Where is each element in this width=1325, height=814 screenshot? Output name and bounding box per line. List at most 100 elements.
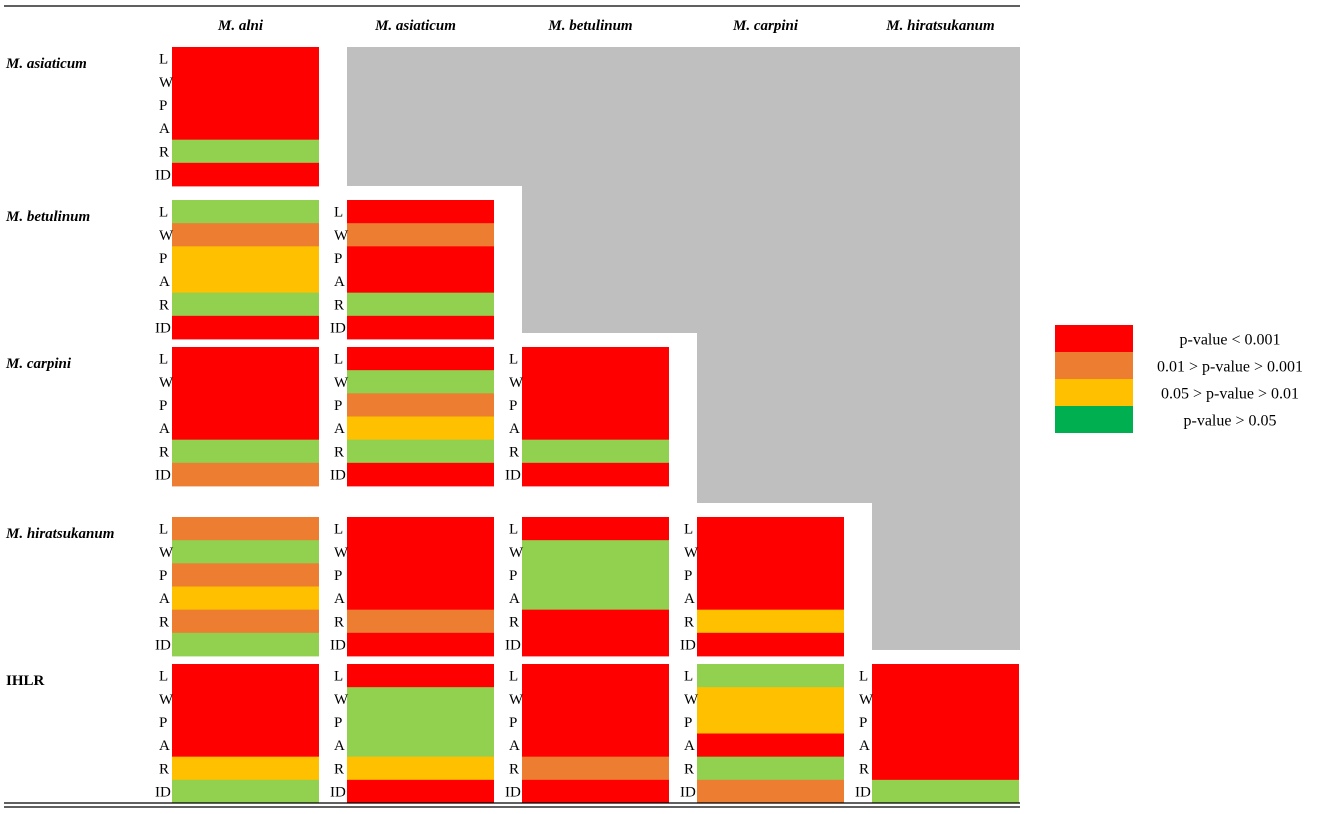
trait-label-p: P xyxy=(159,251,167,267)
cell-m-hiratsukanum-vs-m-asiaticum-p xyxy=(347,563,494,587)
trait-label-l: L xyxy=(159,205,168,221)
cell-m-hiratsukanum-vs-m-alni-l xyxy=(172,517,319,541)
trait-label-id: ID xyxy=(330,320,346,336)
trait-label-r: R xyxy=(159,614,169,630)
cell-m-carpini-vs-m-betulinum-id xyxy=(522,462,669,487)
trait-label-id: ID xyxy=(505,637,521,653)
cell-m-carpini-vs-m-alni-l xyxy=(172,347,319,371)
trait-label-id: ID xyxy=(505,784,521,800)
trait-label-l: L xyxy=(334,352,343,368)
cell-m-hiratsukanum-vs-m-asiaticum-r xyxy=(347,609,494,634)
trait-label-p: P xyxy=(159,715,167,731)
row-header-ihlr: IHLR xyxy=(6,673,45,689)
cell-m-betulinum-vs-m-asiaticum-w xyxy=(347,223,494,247)
cell-m-hiratsukanum-vs-m-betulinum-r xyxy=(522,609,669,634)
cell-ihlr-vs-m-carpini-p xyxy=(697,710,844,734)
trait-label-l: L xyxy=(509,352,518,368)
cell-m-carpini-vs-m-asiaticum-w xyxy=(347,370,494,394)
cell-ihlr-vs-m-hiratsukanum-id xyxy=(872,779,1019,804)
trait-label-id: ID xyxy=(155,637,171,653)
trait-label-r: R xyxy=(159,144,169,160)
legend-label-red: p-value < 0.001 xyxy=(1180,332,1281,349)
trait-label-r: R xyxy=(159,444,169,460)
trait-label-a: A xyxy=(159,121,170,137)
row-header-m-asiaticum: M. asiaticum xyxy=(5,56,87,72)
trait-label-l: L xyxy=(509,669,518,685)
cell-m-betulinum-vs-m-asiaticum-l xyxy=(347,200,494,224)
trait-label-p: P xyxy=(684,715,692,731)
trait-label-a: A xyxy=(334,591,345,607)
trait-label-l: L xyxy=(334,522,343,538)
trait-label-l: L xyxy=(334,669,343,685)
cell-ihlr-vs-m-alni-r xyxy=(172,756,319,781)
trait-label-p: P xyxy=(334,715,342,731)
trait-label-p: P xyxy=(334,251,342,267)
column-header-m-alni: M. alni xyxy=(217,18,264,34)
cell-m-hiratsukanum-vs-m-carpini-a xyxy=(697,586,844,611)
trait-label-id: ID xyxy=(155,467,171,483)
cell-m-betulinum-vs-m-alni-l xyxy=(172,200,319,224)
cell-m-betulinum-vs-m-asiaticum-id xyxy=(347,315,494,340)
cell-ihlr-vs-m-asiaticum-w xyxy=(347,687,494,711)
trait-label-id: ID xyxy=(330,637,346,653)
cell-m-betulinum-vs-m-alni-id xyxy=(172,315,319,340)
legend-label-orange: 0.01 > p-value > 0.001 xyxy=(1157,359,1303,376)
column-header-m-carpini: M. carpini xyxy=(732,18,799,34)
legend-swatch-green xyxy=(1055,406,1133,433)
cell-ihlr-vs-m-asiaticum-l xyxy=(347,664,494,688)
trait-label-r: R xyxy=(509,444,519,460)
trait-label-a: A xyxy=(334,738,345,754)
legend-label-green: p-value > 0.05 xyxy=(1184,413,1277,430)
trait-label-a: A xyxy=(334,274,345,290)
trait-label-p: P xyxy=(334,398,342,414)
row-headers: M. asiaticum M. betulinum M. carpini M. hir… xyxy=(5,56,114,689)
cell-ihlr-vs-m-betulinum-a xyxy=(522,733,669,758)
trait-labels: LWPARIDLWPARIDLWPARIDLWPARIDLWPARIDLWPAR… xyxy=(155,52,874,801)
cell-m-carpini-vs-m-asiaticum-p xyxy=(347,393,494,417)
trait-label-a: A xyxy=(684,591,695,607)
cell-m-carpini-vs-m-alni-id xyxy=(172,462,319,487)
cell-ihlr-vs-m-alni-id xyxy=(172,779,319,804)
trait-label-w: W xyxy=(509,375,524,391)
column-header-m-hiratsukanum: M. hiratsukanum xyxy=(885,18,994,34)
trait-label-p: P xyxy=(509,568,517,584)
cell-ihlr-vs-m-carpini-a xyxy=(697,733,844,758)
row-header-m-carpini: M. carpini xyxy=(5,356,72,372)
cell-m-hiratsukanum-vs-m-betulinum-w xyxy=(522,540,669,564)
trait-label-r: R xyxy=(334,614,344,630)
cell-m-hiratsukanum-vs-m-asiaticum-l xyxy=(347,517,494,541)
cell-m-hiratsukanum-vs-m-carpini-p xyxy=(697,563,844,587)
trait-label-r: R xyxy=(159,297,169,313)
cell-m-carpini-vs-m-alni-r xyxy=(172,439,319,464)
cell-m-carpini-vs-m-betulinum-r xyxy=(522,439,669,464)
cell-m-carpini-vs-m-asiaticum-a xyxy=(347,416,494,441)
trait-label-w: W xyxy=(509,545,524,561)
trait-label-w: W xyxy=(509,692,524,708)
trait-label-a: A xyxy=(509,421,520,437)
cell-m-betulinum-vs-m-alni-w xyxy=(172,223,319,247)
legend-label-yellow: 0.05 > p-value > 0.01 xyxy=(1161,386,1299,403)
row-header-m-hiratsukanum: M. hiratsukanum xyxy=(5,526,114,542)
cell-ihlr-vs-m-hiratsukanum-w xyxy=(872,687,1019,711)
trait-label-r: R xyxy=(684,614,694,630)
cell-m-carpini-vs-m-asiaticum-r xyxy=(347,439,494,464)
cell-m-carpini-vs-m-alni-a xyxy=(172,416,319,441)
trait-label-r: R xyxy=(334,761,344,777)
cell-ihlr-vs-m-asiaticum-r xyxy=(347,756,494,781)
cell-m-asiaticum-vs-m-alni-id xyxy=(172,162,319,187)
trait-label-l: L xyxy=(509,522,518,538)
trait-label-l: L xyxy=(159,522,168,538)
trait-label-r: R xyxy=(684,761,694,777)
cell-m-hiratsukanum-vs-m-alni-id xyxy=(172,632,319,657)
column-header-m-betulinum: M. betulinum xyxy=(547,18,632,34)
cell-m-asiaticum-vs-m-alni-r xyxy=(172,139,319,164)
trait-label-w: W xyxy=(859,692,874,708)
cell-m-betulinum-vs-m-asiaticum-r xyxy=(347,292,494,317)
cell-m-betulinum-vs-m-alni-p xyxy=(172,246,319,270)
trait-label-r: R xyxy=(509,614,519,630)
cell-m-carpini-vs-m-betulinum-p xyxy=(522,393,669,417)
cell-m-carpini-vs-m-betulinum-w xyxy=(522,370,669,394)
trait-label-p: P xyxy=(159,398,167,414)
trait-label-l: L xyxy=(159,52,168,68)
